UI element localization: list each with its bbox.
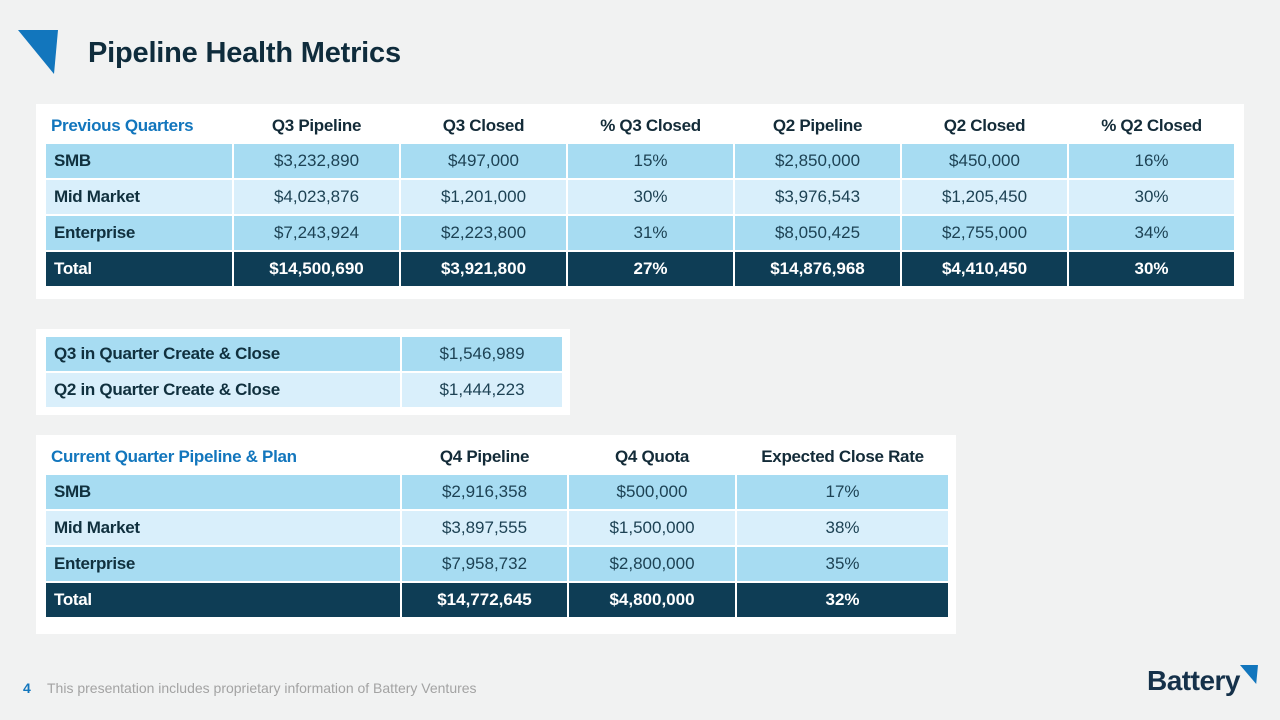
footer-disclaimer: This presentation includes proprietary i… bbox=[47, 680, 477, 696]
column-header: Q3 Pipeline bbox=[233, 110, 400, 143]
table-header-row: Previous Quarters Q3 Pipeline Q3 Closed … bbox=[45, 110, 1235, 143]
column-header: Q2 Closed bbox=[901, 110, 1068, 143]
cell: $2,755,000 bbox=[900, 214, 1069, 252]
cell: 32% bbox=[735, 581, 950, 619]
table-row: Enterprise $7,243,924 $2,223,800 31% $8,… bbox=[44, 214, 1236, 252]
in-quarter-create-close-table: Q3 in Quarter Create & Close $1,546,989 … bbox=[44, 335, 564, 409]
column-header: % Q3 Closed bbox=[567, 110, 734, 143]
logo-text: Battery bbox=[1147, 665, 1240, 696]
cell: 27% bbox=[566, 250, 735, 288]
table-title: Current Quarter Pipeline & Plan bbox=[45, 441, 401, 474]
cell: $3,897,555 bbox=[400, 509, 569, 547]
cell: $3,976,543 bbox=[733, 178, 902, 216]
cell: $3,232,890 bbox=[232, 142, 401, 180]
cell: 30% bbox=[566, 178, 735, 216]
cell: $3,921,800 bbox=[399, 250, 568, 288]
table-title: Previous Quarters bbox=[45, 110, 233, 143]
table-row: Mid Market $4,023,876 $1,201,000 30% $3,… bbox=[44, 178, 1236, 216]
column-header: Q3 Closed bbox=[400, 110, 567, 143]
current-quarter-table: Current Quarter Pipeline & Plan Q4 Pipel… bbox=[44, 441, 950, 619]
cell: $7,243,924 bbox=[232, 214, 401, 252]
row-label: Q3 in Quarter Create & Close bbox=[44, 335, 402, 373]
cell: 35% bbox=[735, 545, 950, 583]
row-label: Q2 in Quarter Create & Close bbox=[44, 371, 402, 409]
previous-quarters-table-card: Previous Quarters Q3 Pipeline Q3 Closed … bbox=[36, 104, 1244, 299]
slide-accent-triangle-icon bbox=[18, 30, 58, 74]
cell: $2,850,000 bbox=[733, 142, 902, 180]
cell: $1,201,000 bbox=[399, 178, 568, 216]
row-label: Enterprise bbox=[44, 214, 234, 252]
table-row: SMB $3,232,890 $497,000 15% $2,850,000 $… bbox=[44, 142, 1236, 180]
cell: $2,916,358 bbox=[400, 473, 569, 511]
cell: $14,772,645 bbox=[400, 581, 569, 619]
cell: $497,000 bbox=[399, 142, 568, 180]
battery-ventures-logo: Battery bbox=[1147, 664, 1258, 698]
cell: $1,546,989 bbox=[400, 335, 564, 373]
column-header: Q4 Pipeline bbox=[401, 441, 568, 474]
cell: 34% bbox=[1067, 214, 1236, 252]
row-label: Mid Market bbox=[44, 178, 234, 216]
cell: 16% bbox=[1067, 142, 1236, 180]
row-label: Total bbox=[44, 581, 402, 619]
cell: $14,500,690 bbox=[232, 250, 401, 288]
page-title: Pipeline Health Metrics bbox=[88, 37, 401, 69]
column-header: % Q2 Closed bbox=[1068, 110, 1235, 143]
table-row: Enterprise $7,958,732 $2,800,000 35% bbox=[44, 545, 950, 583]
cell: $1,500,000 bbox=[567, 509, 737, 547]
table-row: Q3 in Quarter Create & Close $1,546,989 bbox=[44, 335, 564, 373]
cell: $14,876,968 bbox=[733, 250, 902, 288]
cell: $1,205,450 bbox=[900, 178, 1069, 216]
cell: $4,800,000 bbox=[567, 581, 737, 619]
cell: $2,800,000 bbox=[567, 545, 737, 583]
row-label: Enterprise bbox=[44, 545, 402, 583]
current-quarter-table-card: Current Quarter Pipeline & Plan Q4 Pipel… bbox=[36, 435, 956, 634]
cell: 38% bbox=[735, 509, 950, 547]
table-header-row: Current Quarter Pipeline & Plan Q4 Pipel… bbox=[45, 441, 949, 474]
column-header: Q4 Quota bbox=[568, 441, 736, 474]
in-quarter-create-close-card: Q3 in Quarter Create & Close $1,546,989 … bbox=[36, 329, 570, 415]
cell: 31% bbox=[566, 214, 735, 252]
row-label: Total bbox=[44, 250, 234, 288]
cell: $500,000 bbox=[567, 473, 737, 511]
cell: $4,410,450 bbox=[900, 250, 1069, 288]
column-header: Expected Close Rate bbox=[736, 441, 949, 474]
cell: 30% bbox=[1067, 250, 1236, 288]
table-row: Mid Market $3,897,555 $1,500,000 38% bbox=[44, 509, 950, 547]
logo-triangle-icon bbox=[1240, 665, 1258, 684]
cell: $1,444,223 bbox=[400, 371, 564, 409]
cell: 17% bbox=[735, 473, 950, 511]
row-label: SMB bbox=[44, 473, 402, 511]
column-header: Q2 Pipeline bbox=[734, 110, 901, 143]
cell: $450,000 bbox=[900, 142, 1069, 180]
table-total-row: Total $14,772,645 $4,800,000 32% bbox=[44, 581, 950, 619]
cell: $4,023,876 bbox=[232, 178, 401, 216]
cell: 30% bbox=[1067, 178, 1236, 216]
row-label: Mid Market bbox=[44, 509, 402, 547]
previous-quarters-table: Previous Quarters Q3 Pipeline Q3 Closed … bbox=[44, 110, 1236, 288]
page-number: 4 bbox=[23, 680, 31, 696]
cell: $8,050,425 bbox=[733, 214, 902, 252]
table-row: SMB $2,916,358 $500,000 17% bbox=[44, 473, 950, 511]
row-label: SMB bbox=[44, 142, 234, 180]
cell: $2,223,800 bbox=[399, 214, 568, 252]
table-total-row: Total $14,500,690 $3,921,800 27% $14,876… bbox=[44, 250, 1236, 288]
table-row: Q2 in Quarter Create & Close $1,444,223 bbox=[44, 371, 564, 409]
cell: 15% bbox=[566, 142, 735, 180]
cell: $7,958,732 bbox=[400, 545, 569, 583]
